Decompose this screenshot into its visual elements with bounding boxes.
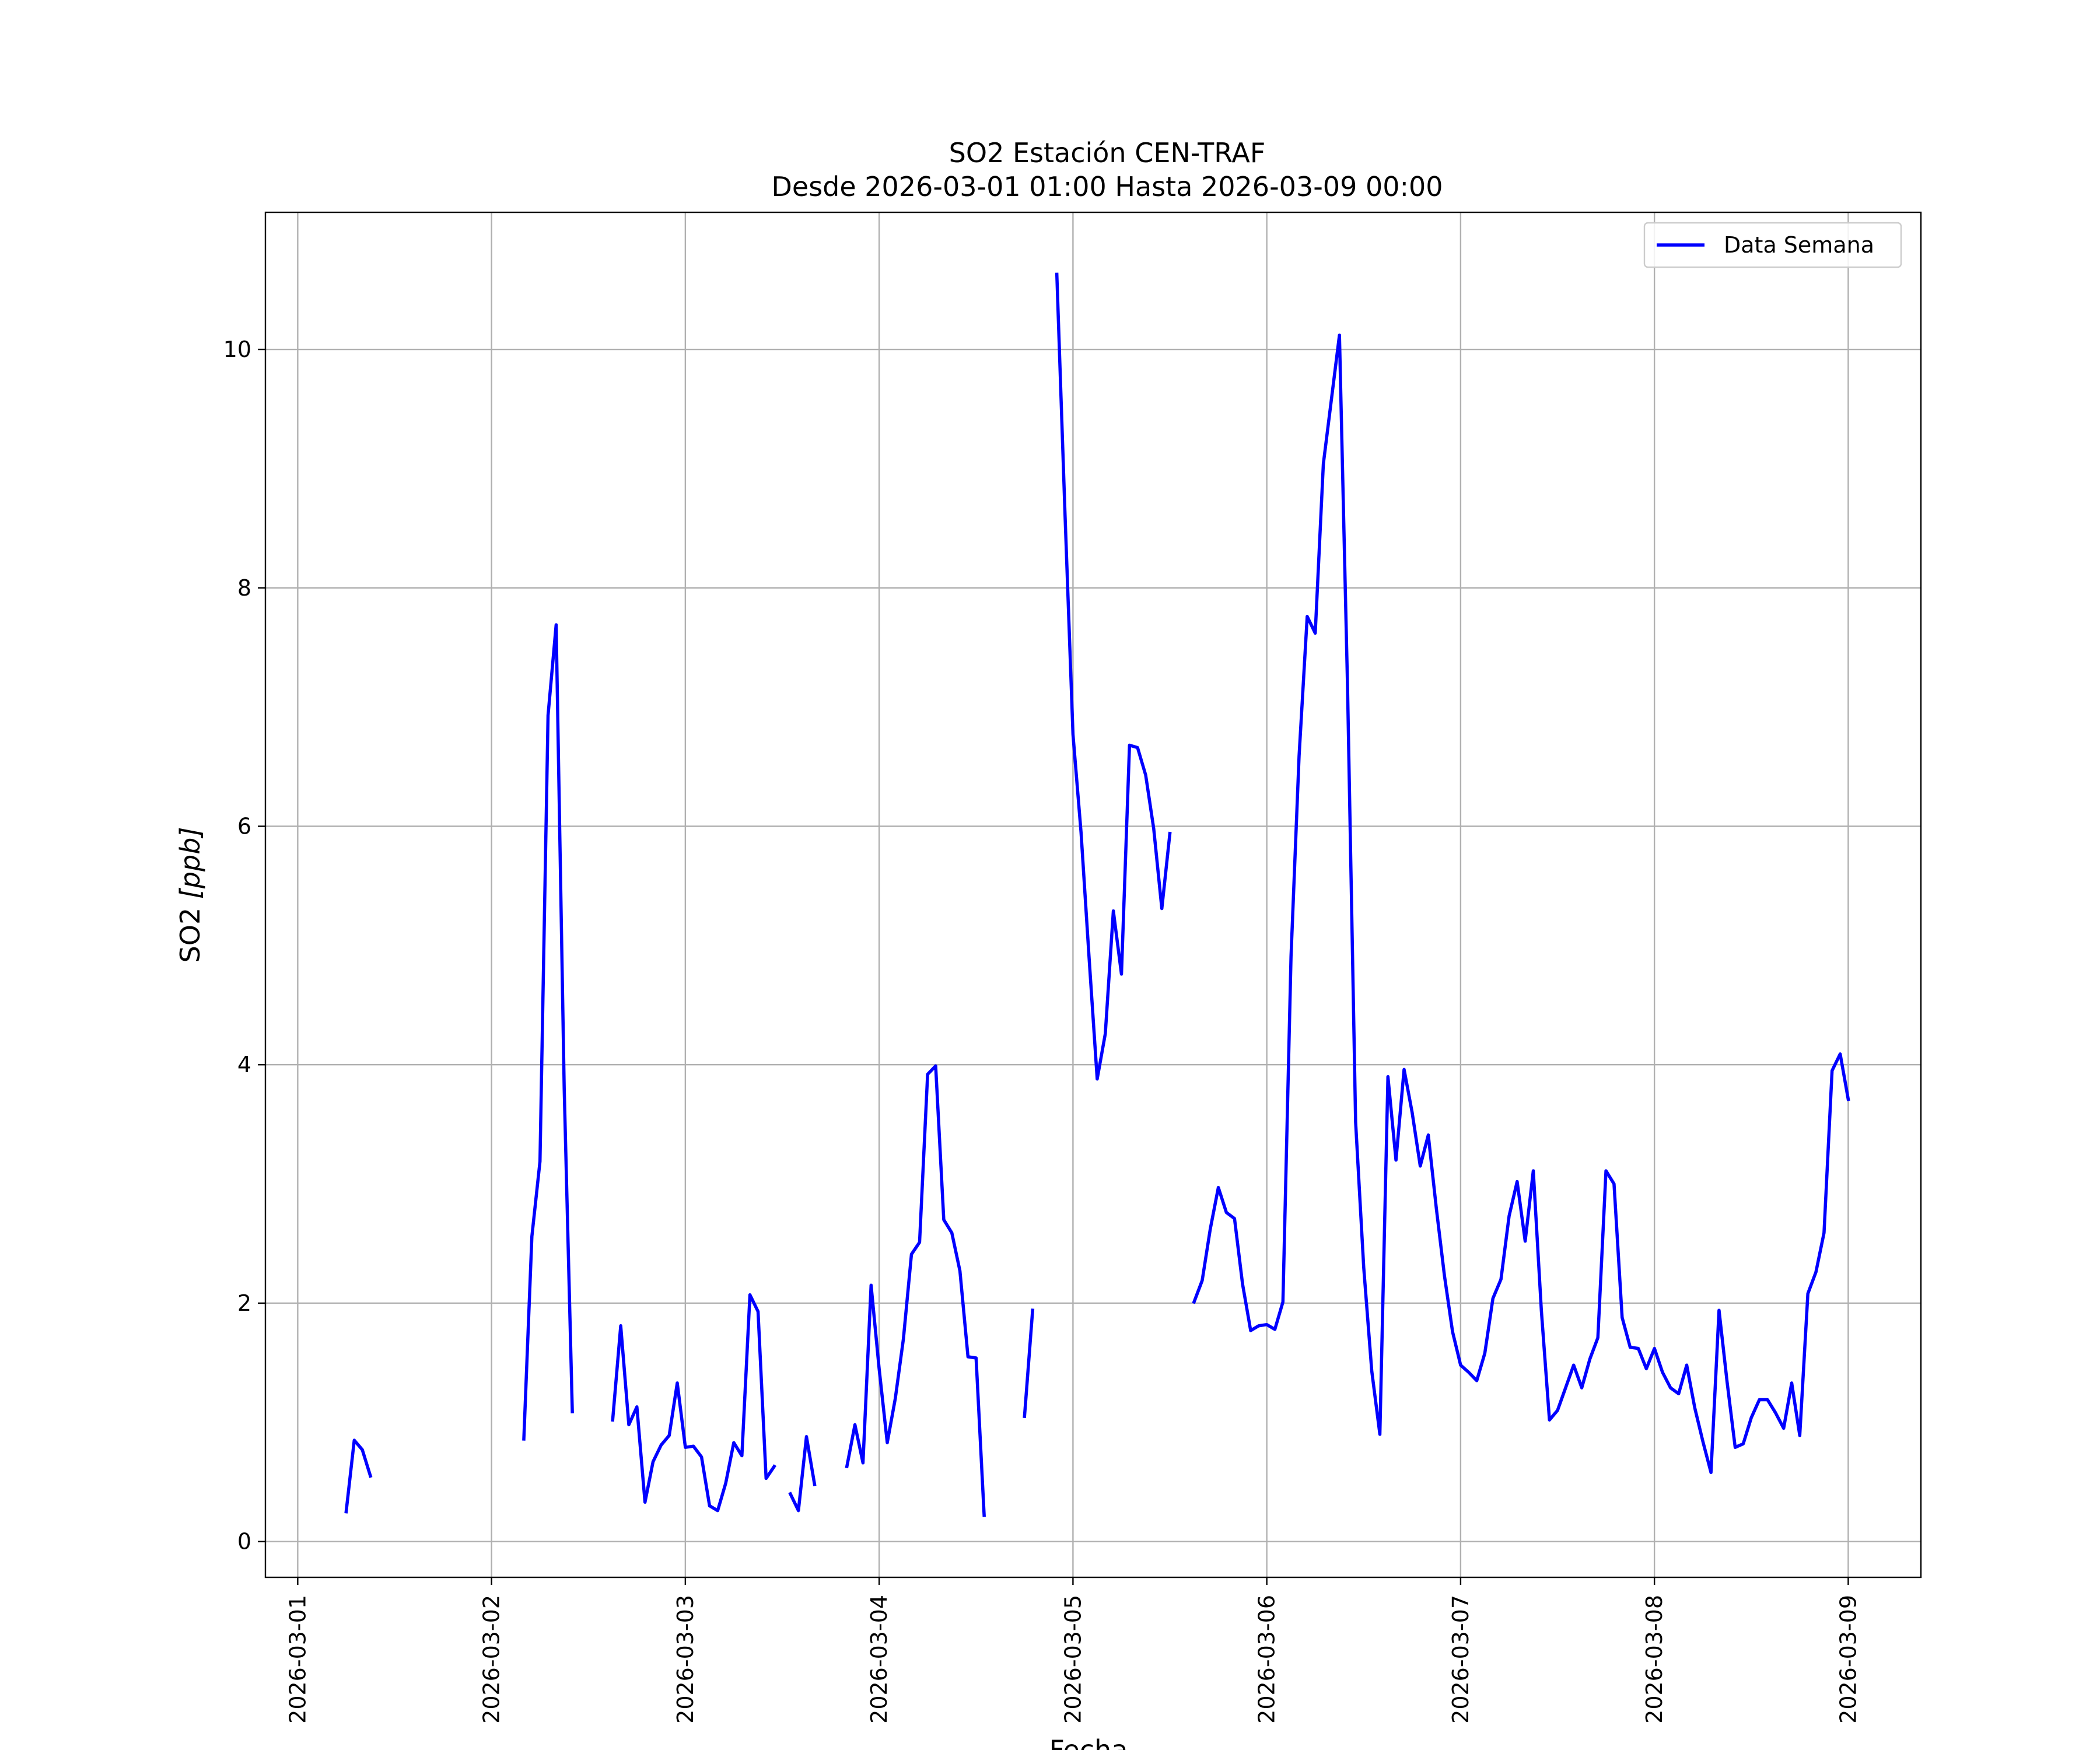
y-axis-label: SO2 [ppb]	[174, 827, 206, 963]
series-line-segment	[1192, 333, 1850, 1474]
x-tick-label: 2026-03-02	[479, 1595, 505, 1724]
y-tick-label: 8	[237, 575, 251, 601]
series-line-segment	[845, 1064, 986, 1517]
x-tick-label: 2026-03-03	[673, 1595, 698, 1724]
y-tick-label: 4	[237, 1052, 251, 1077]
legend-label: Data Semana	[1724, 232, 1874, 258]
series-line-segment	[1023, 1308, 1035, 1419]
y-tick-label: 10	[223, 337, 251, 362]
x-tick-label: 2026-03-05	[1060, 1595, 1086, 1724]
series-line-segment	[344, 1438, 373, 1514]
chart-subtitle: Desde 2026-03-01 01:00 Hasta 2026-03-09 …	[771, 171, 1443, 202]
series-lines	[344, 272, 1850, 1517]
series-line-segment	[522, 623, 574, 1441]
y-tick-label: 0	[237, 1529, 251, 1555]
x-axis-ticks: 2026-03-01 2026-03-02 2026-03-03 2026-03-04…	[285, 1577, 1861, 1724]
legend-box	[1643, 222, 1902, 268]
x-tick-label: 2026-03-07	[1448, 1595, 1474, 1724]
series-line-segment	[788, 1435, 817, 1513]
x-tick-label: 2026-03-09	[1835, 1595, 1861, 1724]
x-tick-label: 2026-03-04	[866, 1595, 892, 1724]
y-tick-label: 6	[237, 813, 251, 839]
chart-title: SO2 Estación CEN-TRAF	[949, 137, 1266, 169]
y-axis-ticks: 0 2 4 6 8 10	[223, 337, 265, 1555]
legend: Data Semana	[1643, 222, 1902, 268]
x-tick-label: 2026-03-08	[1642, 1595, 1667, 1724]
grid	[265, 212, 1921, 1577]
plot-frame	[264, 211, 1922, 1578]
x-tick-label: 2026-03-01	[285, 1595, 310, 1724]
series-line-segment	[611, 1293, 777, 1513]
x-tick-label: 2026-03-06	[1254, 1595, 1280, 1724]
x-axis-label: Fecha	[1049, 1734, 1128, 1750]
series-line-segment	[1055, 272, 1172, 1081]
y-tick-label: 2	[237, 1290, 251, 1316]
